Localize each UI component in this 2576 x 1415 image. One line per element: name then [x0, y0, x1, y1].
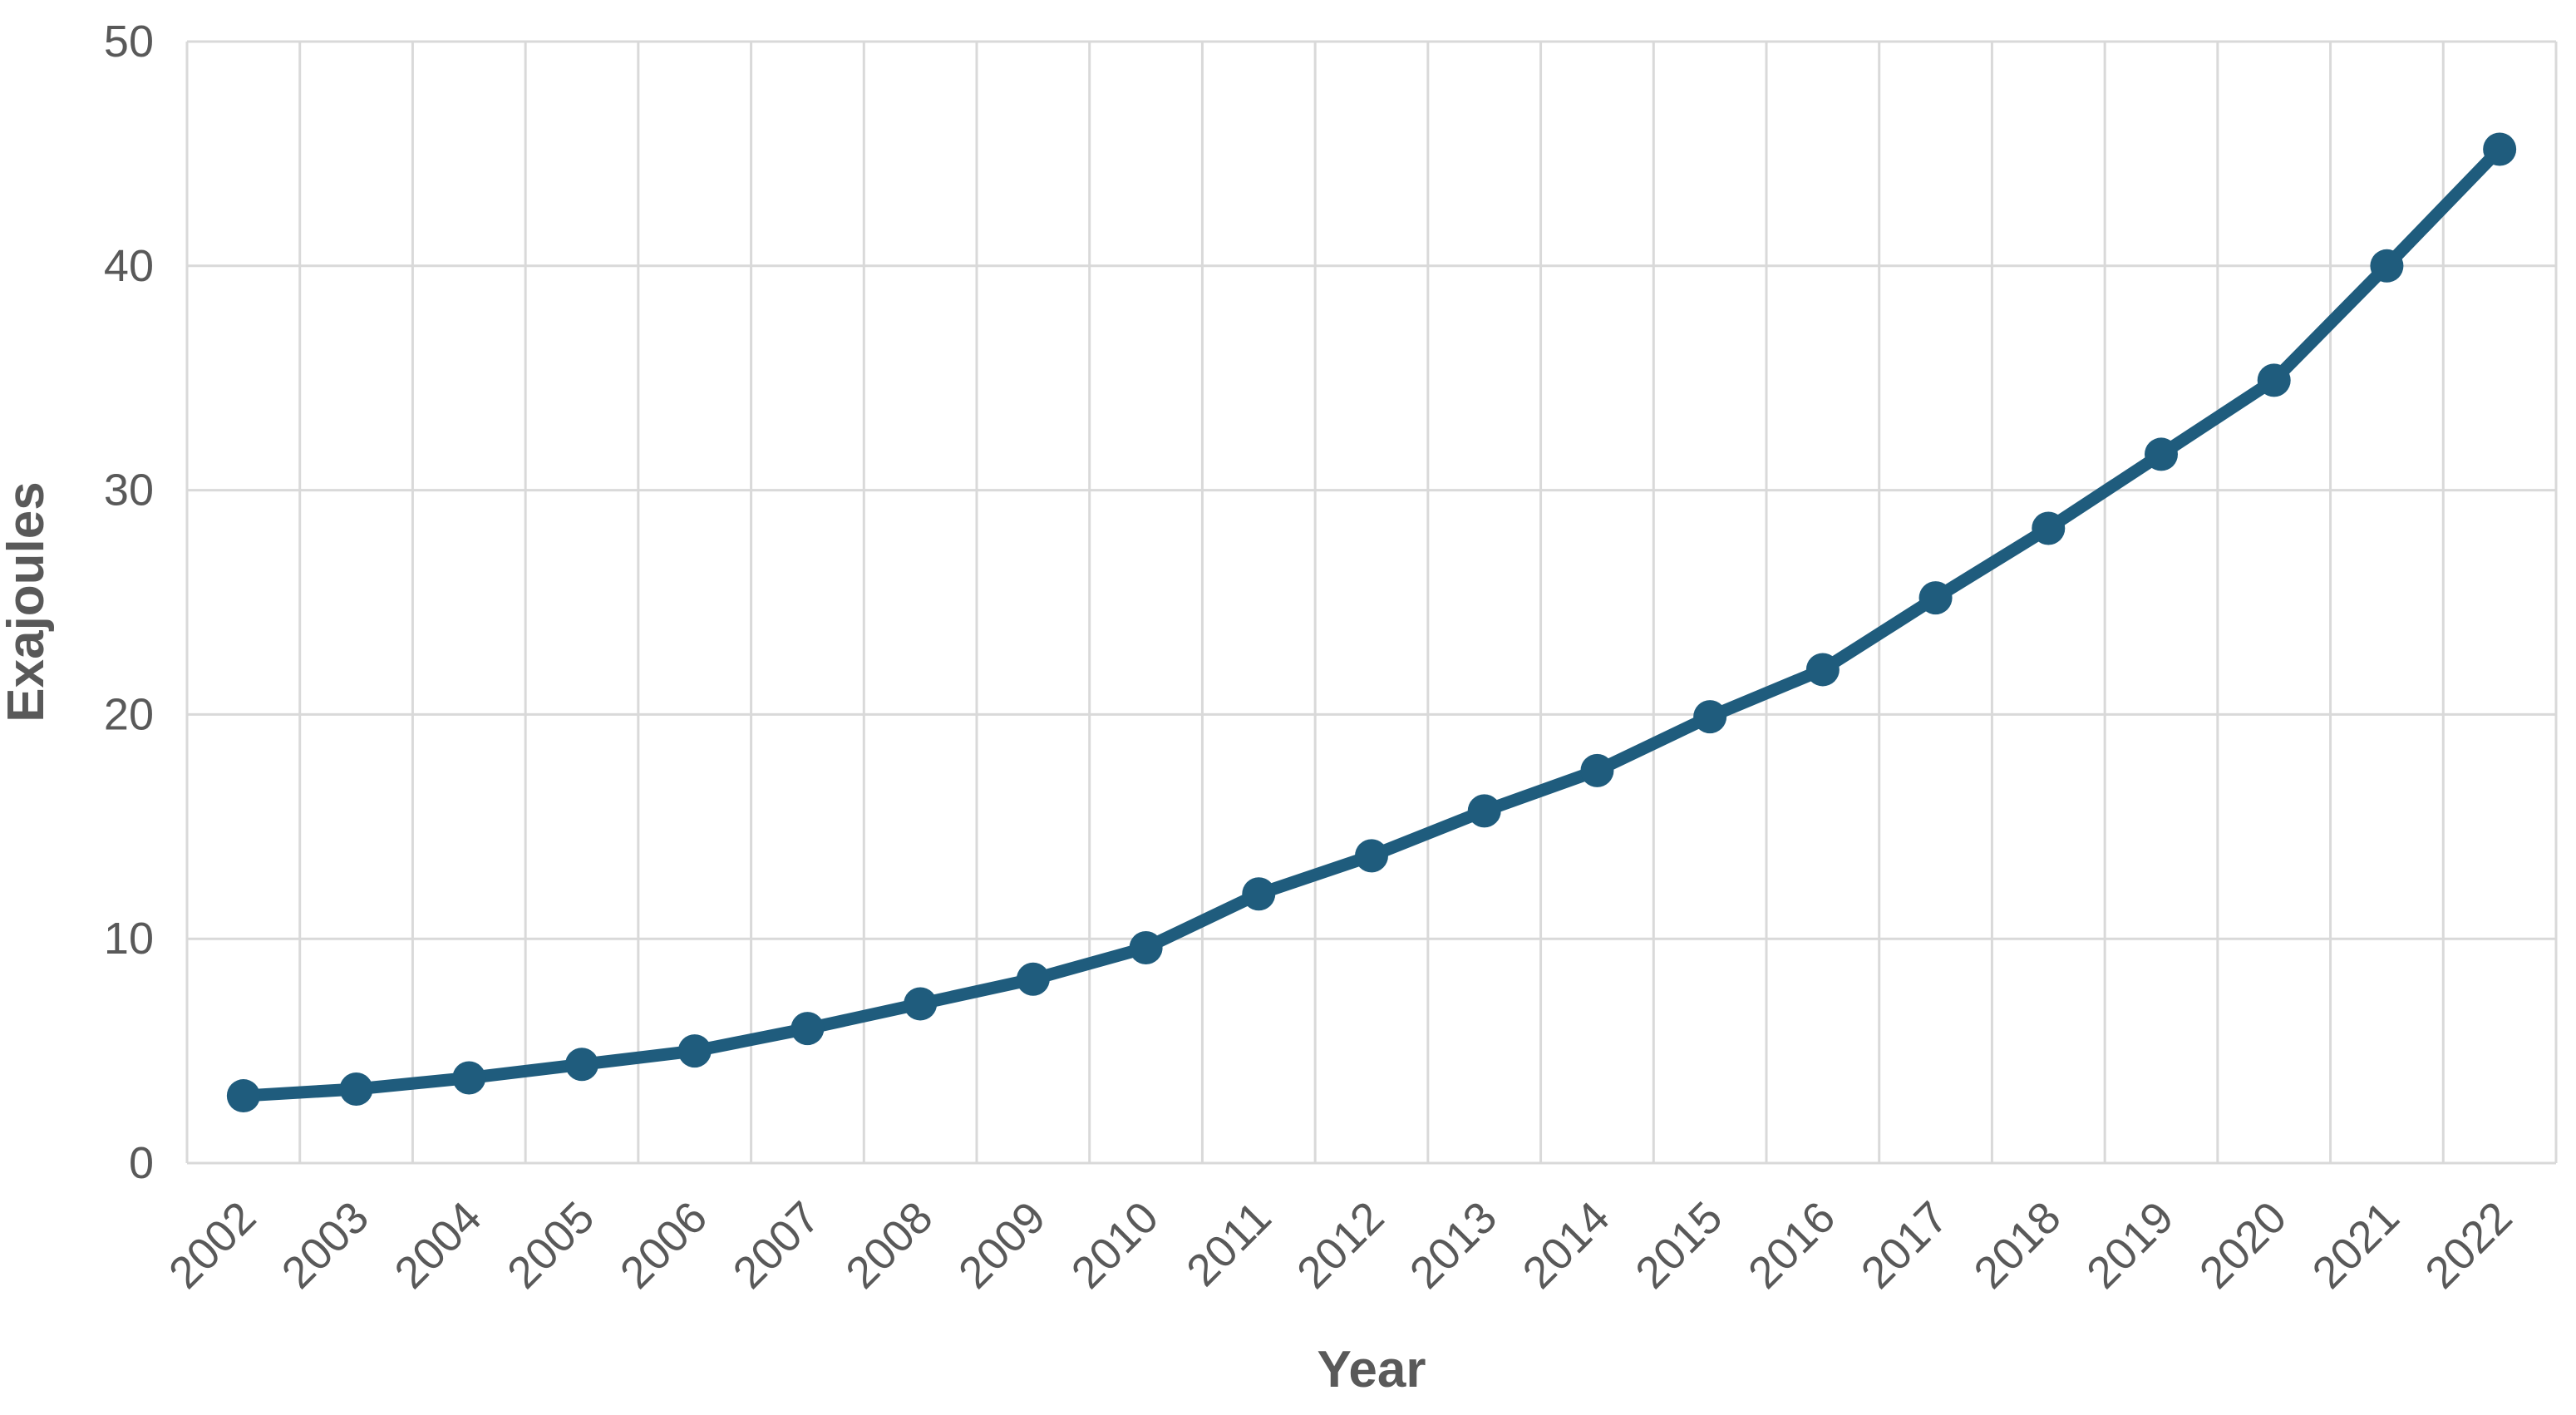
y-tick-label: 40 [104, 241, 154, 291]
x-tick-label: 2012 [1288, 1192, 1393, 1298]
series-layer [226, 132, 2517, 1113]
y-axis-title: Exajoules [0, 481, 55, 722]
data-point [904, 987, 938, 1021]
y-tick-label: 30 [104, 466, 154, 515]
x-tick-label: 2005 [498, 1192, 603, 1298]
x-tick-label: 2013 [1401, 1192, 1506, 1298]
data-point [1016, 962, 1050, 996]
y-tick-label: 50 [104, 17, 154, 67]
data-point [2257, 363, 2291, 397]
data-point [1918, 581, 1953, 615]
x-tick-label: 2021 [2303, 1192, 2409, 1298]
x-tick-label: 2006 [611, 1192, 717, 1298]
data-point [791, 1012, 825, 1046]
y-tick-label: 0 [129, 1138, 154, 1188]
x-tick-label: 2014 [1514, 1192, 1619, 1298]
data-point [226, 1079, 260, 1113]
x-tick-label: 2019 [2077, 1192, 2183, 1298]
data-point [1355, 839, 1388, 873]
data-point [1129, 930, 1163, 964]
data-point [339, 1072, 373, 1106]
x-tick-label: 2009 [949, 1192, 1055, 1298]
data-point [1467, 794, 1501, 828]
data-point [1693, 700, 1727, 734]
x-axis-title: Year [1317, 1341, 1426, 1398]
grid-layer [185, 40, 2558, 1165]
x-tick-label: 2017 [1852, 1192, 1958, 1298]
data-point [2483, 132, 2517, 166]
x-tick-label: 2015 [1626, 1192, 1731, 1298]
x-tick-label: 2022 [2416, 1192, 2521, 1298]
x-tick-label: 2018 [1964, 1192, 2070, 1298]
data-line [237, 143, 2506, 1102]
data-point [2370, 249, 2404, 283]
data-point [452, 1061, 486, 1095]
x-tick-label: 2007 [724, 1192, 830, 1298]
x-tick-label: 2002 [160, 1192, 265, 1298]
x-tick-label: 2008 [836, 1192, 942, 1298]
y-tick-label: 10 [104, 914, 154, 964]
data-point [2032, 511, 2066, 545]
x-tick-label: 2020 [2190, 1192, 2296, 1298]
data-point [565, 1048, 598, 1082]
x-tick-label: 2016 [1739, 1192, 1845, 1298]
data-point [1242, 877, 1276, 911]
data-point [1805, 653, 1840, 687]
data-point [2145, 437, 2178, 471]
data-point [1580, 753, 1614, 787]
data-point [677, 1034, 712, 1068]
x-tick-label: 2011 [1177, 1192, 1281, 1296]
x-tick-label: 2004 [385, 1192, 490, 1298]
y-tick-label: 20 [104, 689, 154, 739]
x-tick-label: 2010 [1062, 1192, 1168, 1298]
x-tick-label: 2003 [273, 1192, 378, 1298]
